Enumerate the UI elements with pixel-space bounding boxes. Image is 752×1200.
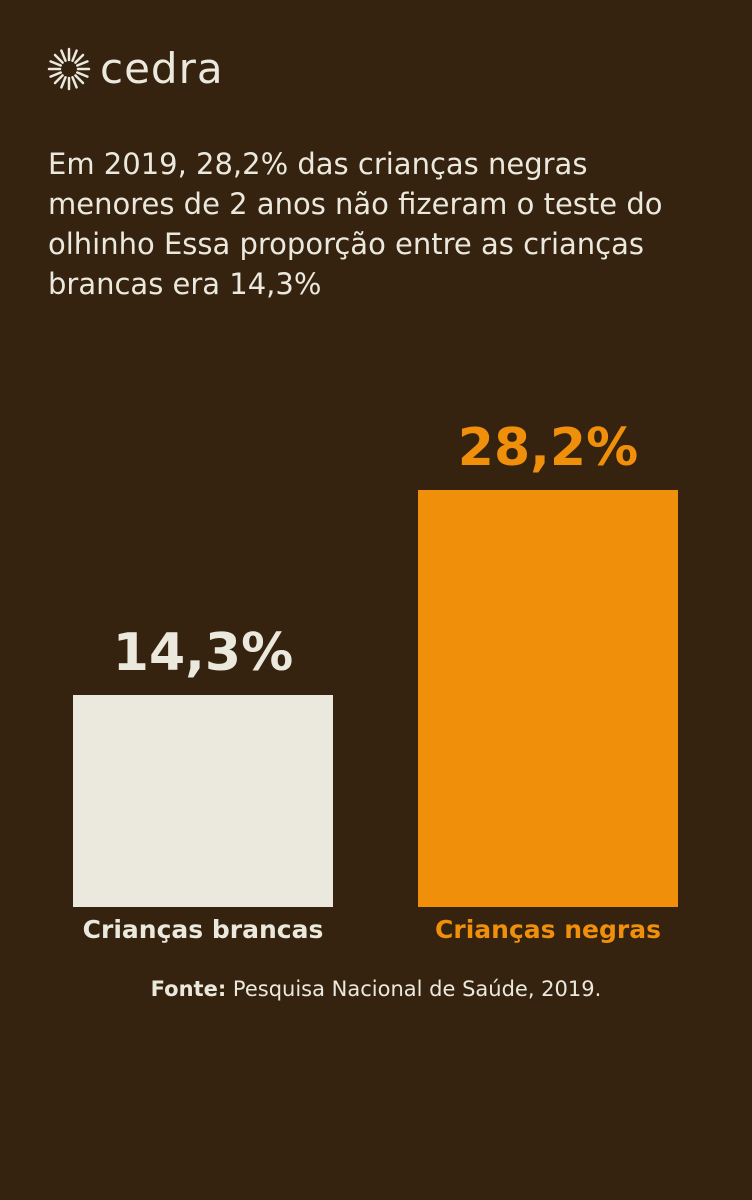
logo-icon: [47, 47, 91, 91]
category-label: Crianças negras: [435, 915, 661, 944]
bar: [418, 489, 678, 907]
chart-title: Em 2019, 28,2% das crianças negras menor…: [48, 147, 663, 301]
source: Fonte: Pesquisa Nacional de Saúde, 2019.: [0, 974, 752, 1004]
brand-name: cedra: [100, 44, 224, 93]
category-label: Crianças brancas: [82, 915, 324, 944]
value-label: 28,2%: [457, 417, 639, 478]
value-label: 14,3%: [112, 623, 294, 684]
source-text: Pesquisa Nacional de Saúde, 2019.: [232, 977, 602, 1001]
bar: [73, 695, 333, 907]
source-label: Fonte:: [150, 977, 227, 1001]
